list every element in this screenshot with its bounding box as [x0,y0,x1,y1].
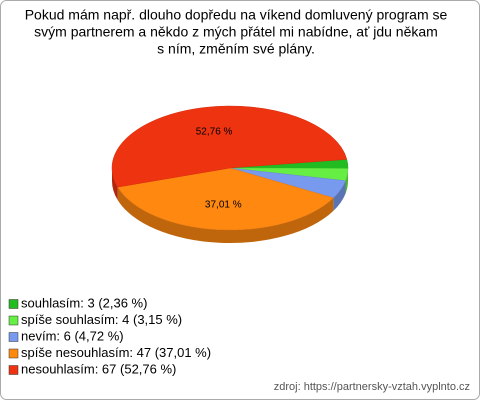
slice [117,167,334,231]
legend-label: spíše nesouhlasím: 47 (37,01 %) [21,345,211,360]
legend-swatch [8,348,19,359]
legend-swatch [8,332,19,342]
legend-label: souhlasím: 3 (2,36 %) [21,295,147,310]
slice [111,105,348,188]
slice-side [117,187,334,243]
slice-side [112,168,118,201]
chart-title: Pokud mám např. dlouho dopředu na víkend… [25,7,448,57]
title-line: svým partnerem a někdo z mých přátel mi … [34,24,438,40]
legend-label: nevím: 6 (4,72 %) [21,328,124,343]
legend-swatch [8,299,19,309]
value-label: 37,01 % [205,200,242,211]
title-line: Pokud mám např. dlouho dopředu na víkend… [25,7,448,23]
value-label: 52,76 % [196,126,233,137]
slice-side [333,180,346,211]
legend-swatch [8,365,19,375]
legend-label: nesouhlasím: 67 (52,76 %) [21,361,176,376]
title-line: s ním, změním své plány. [157,41,315,57]
source: zdroj: https://partnersky-vztah.vyplnto.… [274,381,470,393]
legend-label: spíše souhlasím: 4 (3,15 %) [21,312,182,327]
legend-swatch [8,315,19,326]
